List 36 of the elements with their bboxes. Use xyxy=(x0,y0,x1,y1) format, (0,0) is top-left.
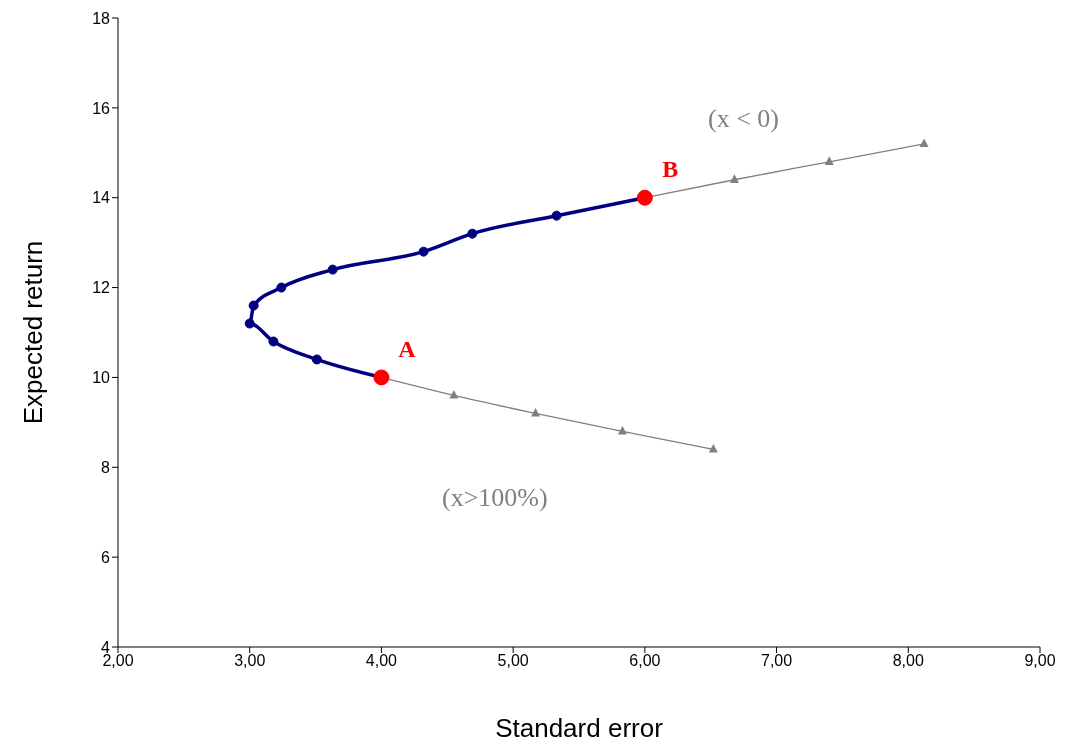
point xyxy=(708,443,718,453)
point xyxy=(248,300,259,311)
point xyxy=(551,210,562,221)
point xyxy=(276,282,287,293)
x-tick-label: 2,00 xyxy=(102,652,134,670)
point xyxy=(418,246,429,257)
y-tick-label: 18 xyxy=(92,9,111,27)
data-label: A xyxy=(398,335,417,362)
y-tick-label: 10 xyxy=(92,369,111,387)
x-tick-label: 6,00 xyxy=(629,652,661,670)
point xyxy=(729,174,739,183)
x-tick-label: 4,00 xyxy=(365,652,398,670)
point xyxy=(824,156,834,165)
point xyxy=(919,138,929,147)
y-tick-label: 8 xyxy=(101,458,111,476)
annotation: (x>100%) xyxy=(442,483,548,513)
annotation: (x < 0) xyxy=(708,104,779,134)
x-tick-label: 3,00 xyxy=(234,652,266,670)
x-tick-label: 9,00 xyxy=(1024,652,1056,670)
y-tick-label: 16 xyxy=(92,99,111,117)
point xyxy=(449,390,459,399)
point xyxy=(327,264,338,275)
point xyxy=(467,228,478,239)
y-tick-label: 14 xyxy=(92,189,111,207)
point xyxy=(244,318,255,329)
y-axis-title: Expected return xyxy=(18,240,49,425)
x-tick-label: 7,00 xyxy=(761,652,793,670)
y-tick-label: 12 xyxy=(92,279,111,297)
point xyxy=(268,336,279,347)
x-axis-title: Standard error xyxy=(495,713,664,743)
y-tick-label: 6 xyxy=(101,548,111,566)
data-label: B xyxy=(662,156,679,183)
x-tick-label: 5,00 xyxy=(497,652,529,670)
point xyxy=(311,354,322,365)
point xyxy=(531,407,541,417)
x-tick-label: 8,00 xyxy=(892,652,924,670)
